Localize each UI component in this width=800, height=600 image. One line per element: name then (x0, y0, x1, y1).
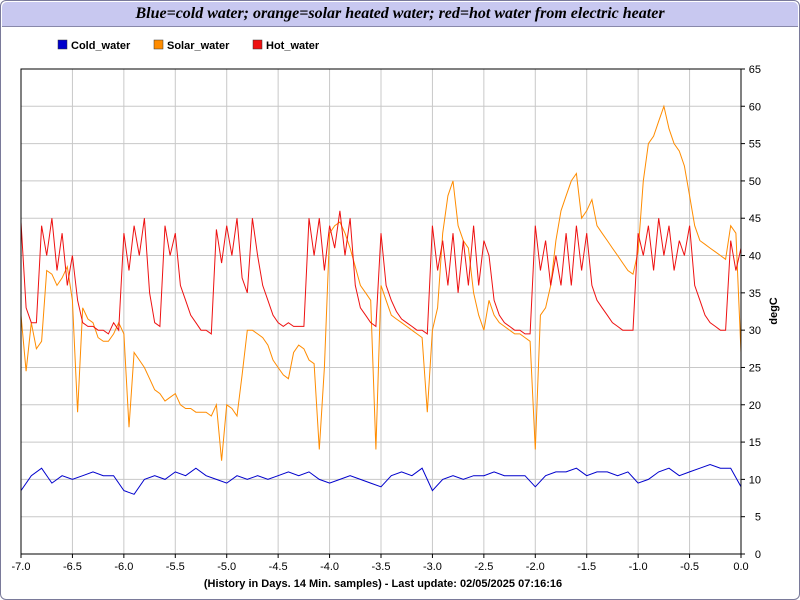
y-tick-label: 25 (749, 362, 761, 374)
x-tick-label: -1.5 (577, 561, 596, 573)
series-layer (20, 104, 742, 495)
x-tick-label: 0.0 (733, 561, 748, 573)
x-axis-label: (History in Days. 14 Min. samples) - Las… (204, 578, 562, 590)
legend-label: Hot_water (266, 40, 320, 52)
legend-swatch (57, 39, 68, 50)
x-tick-label: -7.0 (12, 561, 31, 573)
legend: Cold_water Solar_water Hot_water (57, 39, 320, 52)
tick-layer: -7.0 -6.5 -6.0 -5.5 -5.0 -4.5 -4.0 -3.5 -3.0 -2.5… (12, 64, 761, 573)
y-tick-label: 40 (749, 251, 761, 263)
y-tick-label: 60 (749, 101, 761, 113)
x-tick-label: -2.5 (474, 561, 493, 573)
y-tick-label: 30 (749, 325, 761, 337)
y-tick-label: 65 (749, 64, 761, 76)
y-tick-label: 45 (749, 213, 761, 225)
series-line-cold-water (20, 463, 742, 495)
y-tick-label: 0 (755, 549, 761, 561)
legend-label: Cold_water (71, 40, 131, 52)
y-tick-label: 5 (755, 512, 761, 524)
series-line-hot-water (20, 210, 742, 335)
series-line-solar-water (20, 104, 742, 461)
y-tick-label: 15 (749, 437, 761, 449)
legend-label: Solar_water (167, 40, 230, 52)
x-tick-label: -6.5 (63, 561, 82, 573)
legend-swatch (252, 39, 263, 50)
y-tick-label: 10 (749, 474, 761, 486)
legend-swatch (153, 39, 164, 50)
x-tick-label: -5.5 (166, 561, 185, 573)
x-tick-label: -3.0 (423, 561, 442, 573)
x-tick-label: -6.0 (114, 561, 133, 573)
y-tick-label: 20 (749, 400, 761, 412)
title-bar: Blue=cold water; orange=solar heated wat… (2, 2, 798, 27)
x-tick-label: -4.0 (320, 561, 339, 573)
x-tick-label: -2.0 (526, 561, 545, 573)
chart-title: Blue=cold water; orange=solar heated wat… (135, 5, 665, 22)
y-tick-label: 55 (749, 139, 761, 151)
x-tick-label: -3.5 (372, 561, 391, 573)
x-tick-label: -0.5 (680, 561, 699, 573)
y-axis-label: degC (768, 297, 780, 325)
grid (20, 68, 742, 555)
x-tick-label: -4.5 (269, 561, 288, 573)
y-tick-label: 50 (749, 176, 761, 188)
x-tick-label: -1.0 (629, 561, 648, 573)
y-tick-label: 35 (749, 288, 761, 300)
x-tick-label: -5.0 (217, 561, 236, 573)
